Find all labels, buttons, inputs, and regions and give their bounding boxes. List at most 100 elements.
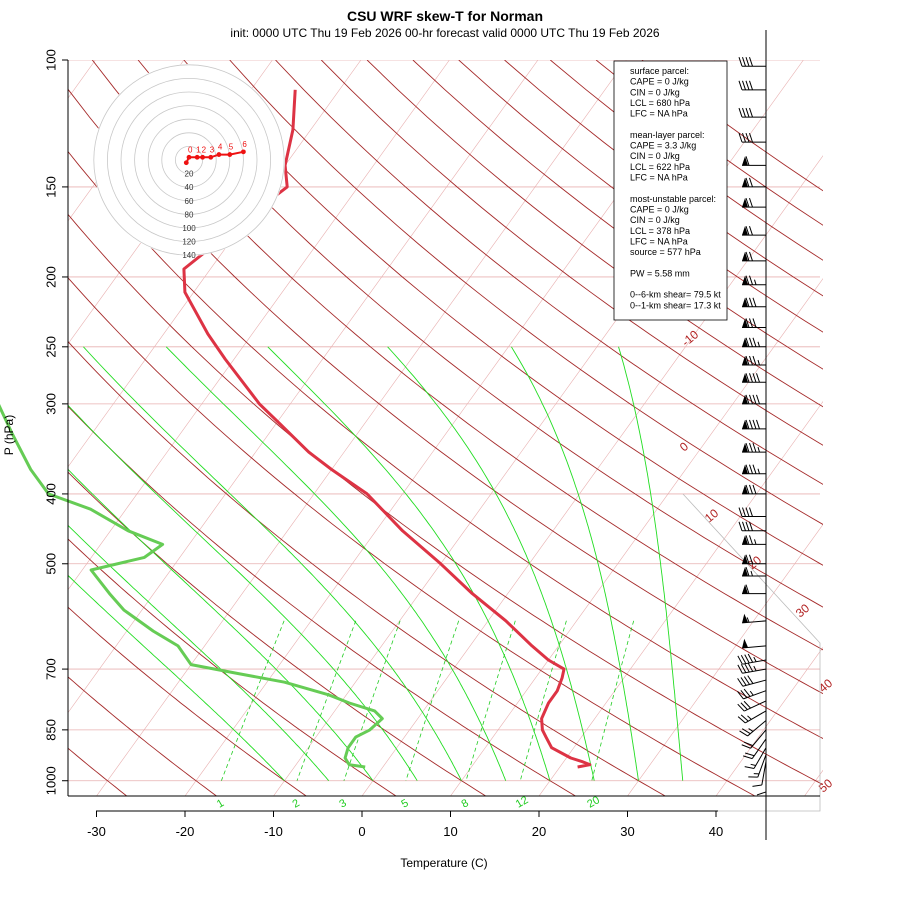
hodograph-point [241,149,246,155]
wind-barb [742,318,766,328]
info-box-line: CIN = 0 J/kg [630,87,680,97]
hodograph-point [194,154,200,160]
dry-adiabat [68,277,756,796]
isotherm-line [68,60,362,468]
info-box-line: CAPE = 0 J/kg [630,77,689,87]
moist-adiabat [618,346,684,781]
wind-barb [742,275,766,286]
y-tick-label: 700 [43,658,58,680]
x-tick-label: 10 [443,824,457,839]
wind-barb [742,197,766,208]
moist-adiabat [165,346,507,781]
moist-adiabats [68,346,684,782]
y-tick-label: 500 [43,553,58,575]
info-box-line: LCL = 622 hPa [630,162,690,172]
mixing-ratio-label: 8 [460,797,471,810]
isotherm-label: 30 [793,601,812,621]
isotherm-line [184,60,716,796]
moist-adiabat [68,574,285,782]
hodograph-point [186,154,192,160]
hodograph-ring-label: 80 [185,210,194,219]
hodograph-height-label: 1 [196,145,201,154]
moist-adiabat [68,404,418,781]
hodograph-point [227,152,233,157]
chart-title: CSU WRF skew-T for Norman [347,8,543,24]
info-box-line: LCL = 378 hPa [630,226,690,236]
y-tick-label: 250 [43,336,58,358]
wind-barb [737,675,767,687]
wind-barb [741,729,767,749]
dry-adiabat [229,60,823,525]
wind-barb [738,507,766,518]
wind-barb [742,373,766,383]
dry-adiabat [68,538,397,796]
info-box-frame [613,60,728,321]
info-box-line: CAPE = 3.3 J/kg [630,141,696,151]
isotherm-frame [682,493,821,812]
moist-adiabat [511,346,639,781]
x-tick-label: 0 [358,824,365,839]
hodograph-height-label: 2 [202,145,207,154]
y-tick-label: 300 [43,393,58,415]
hodograph-ring [107,78,271,242]
dry-adiabat [68,405,576,796]
wind-barb [737,710,767,724]
chart-subtitle: init: 0000 UTC Thu 19 Feb 2026 00-hr for… [230,26,659,40]
wind-barb [738,80,766,91]
mixing-ratio-label: 12 [514,794,531,811]
wind-barb [737,688,767,700]
hodograph-ring-label: 60 [185,197,194,206]
wind-barb [739,720,767,737]
wind-barb [752,761,767,787]
hodograph-point [183,160,189,166]
wind-barb [742,638,767,649]
y-tick-label: 200 [43,266,58,288]
x-tick-label: 20 [532,824,546,839]
info-box-line: CIN = 0 J/kg [630,151,680,161]
info-box-line: LCL = 680 hPa [630,98,690,108]
info-box-line: LFC = NA hPa [630,109,688,119]
hodograph-height-label: 3 [210,145,215,154]
isotherm-label: 0 [677,439,691,454]
mixing-ratio-line [465,620,516,781]
moist-adiabat [387,346,595,781]
info-box-line: mean-layer parcel: [630,130,705,140]
hodograph-point [208,154,214,160]
moist-adiabat [68,524,330,781]
wind-barb [742,251,766,262]
mixing-ratio-label: 1 [215,797,226,810]
wind-barb [737,662,767,674]
mixing-ratio-lines [221,620,635,781]
hodograph-ring-label: 40 [185,183,194,192]
isotherm-label: 20 [745,553,764,573]
wind-barb [744,747,767,770]
isotherm-line [96,60,627,796]
hodograph-ring [93,64,285,256]
hodograph-ring-label: 20 [185,170,194,179]
wind-barb [742,484,766,495]
isotherm-label: 40 [816,676,835,696]
dry-adiabat [412,60,823,370]
wind-barb [737,653,767,665]
wind-barb [742,738,767,760]
wind-barb [738,107,766,118]
wind-barb [742,156,766,166]
dry-adiabat [320,60,823,446]
hodograph-ring [147,118,231,202]
info-box-line: surface parcel: [630,66,689,76]
wind-barb [742,464,766,475]
hodograph-ring [161,132,217,188]
mixing-ratio-line [405,620,460,781]
x-axis-label: Temperature (C) [400,856,487,870]
x-tick-label: -10 [264,824,283,839]
wind-barb [742,535,766,545]
wind-barb [742,297,766,308]
mixing-ratio-label: 20 [585,794,602,811]
mixing-ratio-line [343,620,401,781]
dry-adiabat [68,213,823,786]
wind-barb [738,57,766,67]
hodograph-height-label: 0 [188,145,193,154]
wind-barb [737,700,767,712]
